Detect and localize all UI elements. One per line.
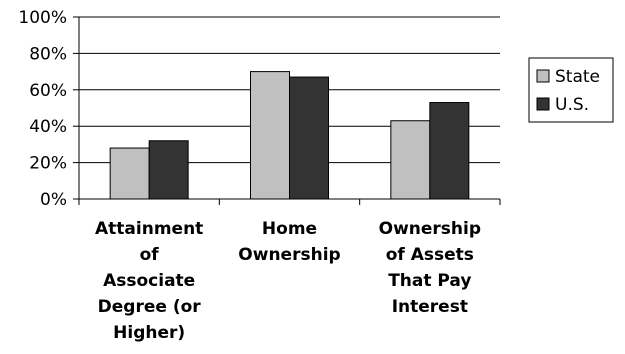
legend-label: State [555,67,600,87]
bar-state-2 [250,71,290,200]
legend-box [528,57,614,123]
legend-label: U.S. [555,95,589,115]
y-tick-label: 20% [29,154,67,174]
y-tick-label: 0% [40,190,67,210]
category-label: Attainment of Associate Degree (or Higher) [95,219,203,343]
category-labels: Attainment of Associate Degree (or Higher) Ho… [95,219,481,343]
y-tick-labels: 0% 20% 40% 60% 80% 100% [18,8,67,210]
bar-us-3 [429,102,470,200]
bars [109,71,470,200]
bar-us-2 [289,76,329,200]
bar-state-1 [109,147,150,200]
category-label: Ownership of Assets That Pay Interest [379,219,481,317]
y-tick-label: 40% [29,117,67,137]
legend-swatch [536,97,550,111]
y-tick-label: 100% [18,8,67,28]
legend: State U.S. [528,57,614,123]
y-tick-label: 60% [29,81,67,101]
bar-state-3 [390,120,431,200]
y-tick-label: 80% [29,44,67,64]
category-label: Home Ownership [238,219,340,265]
axes [73,16,501,205]
legend-swatch [536,69,550,83]
bar-us-1 [148,140,189,200]
